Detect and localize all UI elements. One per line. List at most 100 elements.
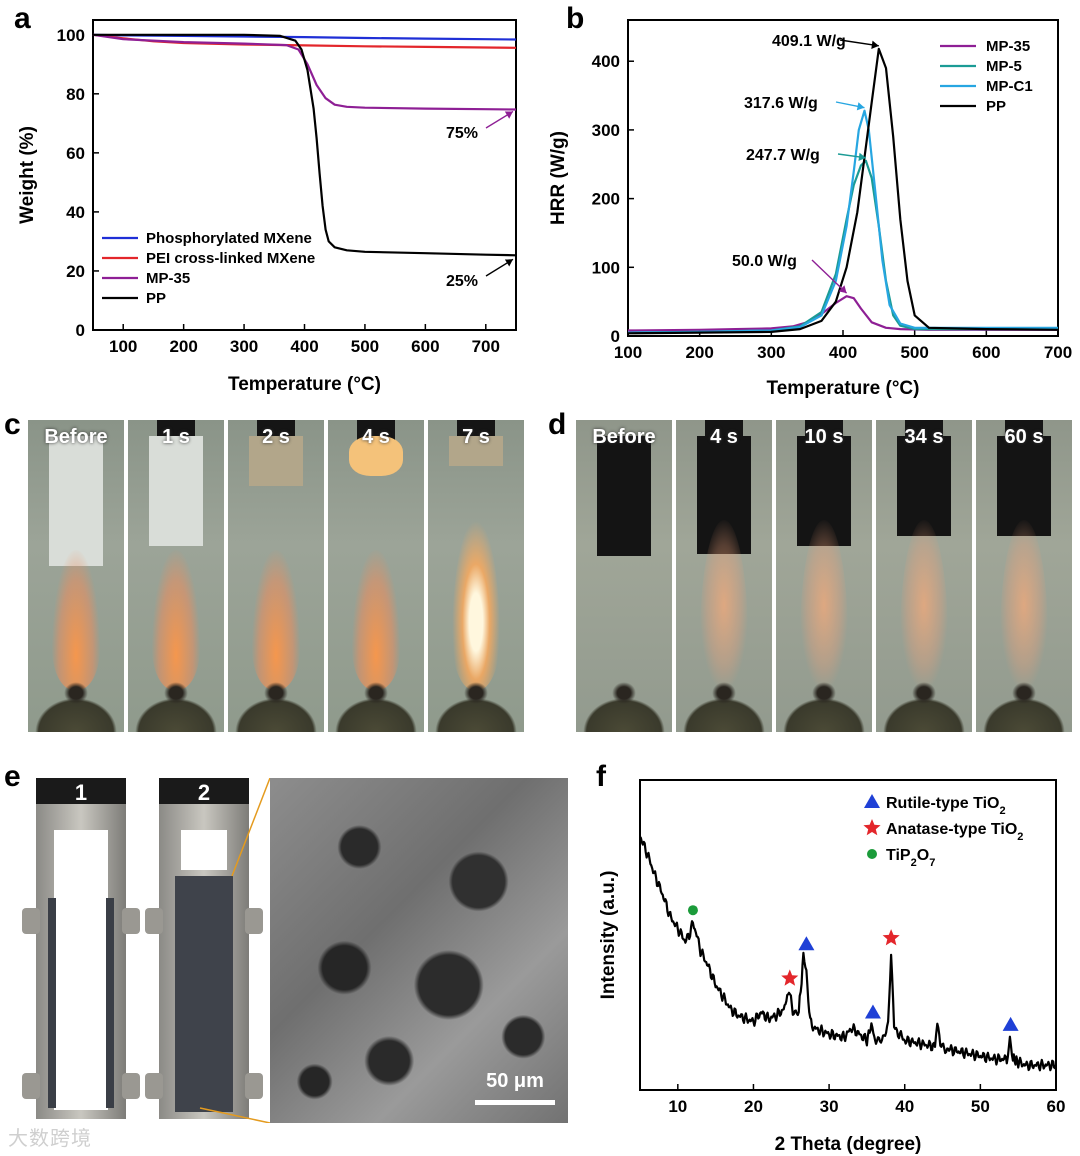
y-tick-label: 80 — [66, 85, 85, 104]
peak-marker-triangle — [798, 936, 815, 951]
flame-test-photos-d: Before 4 s 10 s 34 s 60 s — [576, 420, 1072, 732]
x-axis-label: 2 Theta (degree) — [775, 1134, 922, 1155]
wick — [612, 682, 636, 704]
frame-time-label: Before — [44, 426, 108, 448]
flame-frame: 4 s — [676, 420, 772, 732]
x-tick-label: 200 — [169, 337, 197, 356]
frame-time-label: 7 s — [462, 426, 490, 448]
frame-time-label: Before — [592, 426, 656, 448]
x-tick-label: 100 — [614, 343, 642, 362]
wick — [1012, 682, 1036, 704]
x-axis-label: Temperature (°C) — [767, 378, 920, 399]
annotation-arrowhead — [504, 259, 513, 267]
flame-frame: 60 s — [976, 420, 1072, 732]
x-tick-label: 500 — [900, 343, 928, 362]
flame-frame: 1 s — [128, 420, 224, 732]
annotation-peak-label: 50.0 W/g — [732, 253, 797, 270]
clamp — [804, 420, 844, 440]
x-tick-label: 30 — [820, 1097, 839, 1116]
legend-label: Anatase-type TiO2 — [886, 821, 1023, 843]
series-line-pp — [627, 47, 1059, 335]
y-tick-label: 100 — [592, 258, 620, 277]
x-tick-label: 600 — [972, 343, 1000, 362]
series-line-mp-35 — [627, 295, 1058, 332]
legend-label: TiP2O7 — [886, 847, 935, 869]
series-line-pp — [93, 33, 517, 257]
flame-frame: 2 s — [228, 420, 324, 732]
wick — [712, 682, 736, 704]
wick — [164, 682, 188, 704]
legend-label: PP — [986, 98, 1006, 115]
wick — [912, 682, 936, 704]
y-tick-label: 60 — [66, 144, 85, 163]
panel-letter-c: c — [4, 408, 21, 441]
peak-marker-star — [882, 929, 900, 946]
sample-holder-2: 2 — [145, 778, 263, 1123]
annotation-peak-label: 409.1 W/g — [772, 33, 846, 50]
wick — [264, 682, 288, 704]
flame-frame: Before — [28, 420, 124, 732]
flame — [152, 550, 200, 690]
x-tick-label: 40 — [895, 1097, 914, 1116]
sample-strip — [149, 436, 203, 546]
flame — [352, 550, 400, 690]
flame — [900, 520, 948, 690]
watermark: 大数跨境 — [8, 1126, 92, 1150]
chart-a-tga: 100 200 300 400 500 600 700 0 20 40 60 80 100 Tempera… — [17, 19, 517, 395]
panel-letter-a: a — [14, 2, 31, 35]
flame-frame: Before — [576, 420, 672, 732]
y-tick-label: 300 — [592, 121, 620, 140]
sample-strip — [449, 436, 503, 466]
wick — [812, 682, 836, 704]
y-tick-label: 20 — [66, 262, 85, 281]
clamp — [456, 420, 496, 440]
legend-label: MP-35 — [986, 38, 1030, 55]
frame-time-label: 1 s — [162, 426, 190, 448]
series-line-xrd — [639, 836, 1058, 1072]
sample-strip — [249, 436, 303, 486]
legend-label: PP — [146, 290, 166, 307]
sample-1-label: 1 — [74, 780, 88, 805]
sample-holder-1: 1 — [22, 778, 140, 1123]
clamp — [904, 420, 944, 440]
y-axis-label: HRR (W/g) — [548, 131, 569, 225]
x-tick-label: 700 — [1044, 343, 1072, 362]
annotation-arrowhead — [504, 111, 513, 119]
panel-letter-b: b — [566, 2, 585, 35]
y-tick-label: 40 — [66, 203, 85, 222]
legend-label: PEI cross-linked MXene — [146, 250, 315, 267]
flame — [252, 550, 300, 690]
flame-frame: 10 s — [776, 420, 872, 732]
flame-test-photos-c: Before 1 s 2 s 4 s 7 s — [28, 420, 524, 732]
flame-frame: 4 s — [328, 420, 424, 732]
y-tick-label: 400 — [592, 52, 620, 71]
series-line-mp-35 — [92, 33, 517, 111]
annotation-25: 25% — [446, 273, 478, 290]
sample-strip — [349, 436, 403, 476]
flame-frame: 34 s — [876, 420, 972, 732]
annotation-arrowhead — [838, 285, 847, 294]
scale-bar — [475, 1100, 555, 1105]
series-line-mp-c1 — [627, 109, 1058, 334]
annotation-arrowhead — [856, 102, 865, 111]
annotation-peak-label: 247.7 W/g — [746, 147, 820, 164]
panel-letter-d: d — [548, 408, 567, 441]
frame-time-label: 4 s — [710, 426, 738, 448]
sample-2-label: 2 — [197, 780, 211, 805]
x-tick-label: 300 — [757, 343, 785, 362]
clamp — [704, 420, 744, 440]
legend-marker-star — [863, 819, 881, 836]
y-tick-label: 100 — [57, 26, 85, 45]
sample-strip — [49, 436, 103, 566]
x-tick-label: 500 — [351, 337, 379, 356]
wick — [364, 682, 388, 704]
panel-e-photos: 1 2 50 μm — [0, 778, 570, 1123]
frame-time-label: 34 s — [904, 426, 944, 448]
x-tick-label: 300 — [230, 337, 258, 356]
legend-label: MP-C1 — [986, 78, 1033, 95]
zoom-lines — [199, 778, 271, 1123]
clamp — [356, 420, 396, 440]
y-tick-label: 200 — [592, 190, 620, 209]
peak-marker-star — [781, 969, 799, 986]
x-tick-label: 20 — [744, 1097, 763, 1116]
